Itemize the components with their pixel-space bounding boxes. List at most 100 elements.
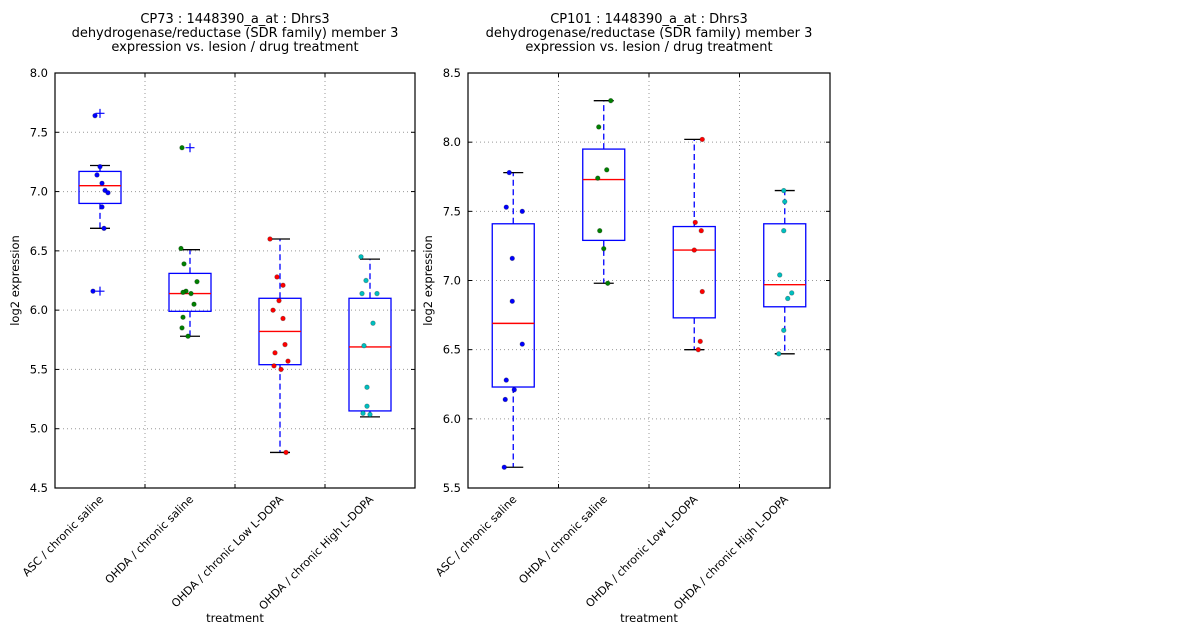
y-tick-label: 6.0 <box>30 303 48 317</box>
data-point <box>267 236 273 242</box>
box-group-2 <box>582 97 626 286</box>
x-axis-label: treatment <box>206 611 264 625</box>
box <box>763 223 807 308</box>
x-tick-label: OHDA / chronic saline <box>516 493 610 587</box>
data-point <box>101 225 107 232</box>
y-tick-label: 8.0 <box>443 135 461 149</box>
data-point <box>178 245 184 252</box>
data-point <box>698 227 704 234</box>
y-tick-label: 6.5 <box>30 244 48 258</box>
box-group-3 <box>258 236 302 456</box>
data-point <box>601 245 607 252</box>
data-point <box>270 307 276 313</box>
data-point <box>99 180 105 186</box>
data-point <box>503 204 509 210</box>
x-tick-label: ASC / chronic saline <box>20 493 106 579</box>
box-group-1 <box>78 108 122 296</box>
chart-title-line: CP101 : 1448390_a_at : Dhrs3 <box>550 12 748 27</box>
data-point <box>185 333 191 339</box>
data-point <box>699 136 705 143</box>
data-point <box>699 288 705 295</box>
data-point <box>509 255 515 262</box>
box-group-4 <box>763 187 807 357</box>
y-tick-label: 7.5 <box>30 125 48 139</box>
y-tick-label: 8.0 <box>30 66 48 80</box>
data-point <box>283 449 289 456</box>
data-point <box>370 320 376 326</box>
box <box>672 225 716 319</box>
data-point <box>285 358 291 364</box>
data-point <box>595 175 601 181</box>
data-point <box>695 346 701 353</box>
data-point <box>511 387 517 393</box>
data-point <box>596 124 602 130</box>
y-axis-label: log2 expression <box>421 235 435 326</box>
data-point <box>519 208 525 215</box>
y-tick-label: 5.5 <box>443 481 461 495</box>
data-point <box>785 295 791 302</box>
data-point <box>776 351 782 357</box>
data-point <box>697 338 703 345</box>
data-point <box>502 396 508 403</box>
data-point <box>367 411 373 418</box>
y-tick-label: 5.0 <box>30 422 48 436</box>
data-point <box>501 464 507 470</box>
data-point <box>271 363 277 369</box>
y-axis-label: log2 expression <box>8 235 22 326</box>
data-point <box>90 288 96 294</box>
data-point <box>597 227 603 234</box>
data-point <box>179 144 185 151</box>
data-point <box>777 272 783 278</box>
x-axis-label: treatment <box>620 611 678 625</box>
box-group-4 <box>348 254 392 418</box>
data-point <box>274 274 280 280</box>
data-point <box>359 290 365 297</box>
data-point <box>604 167 610 173</box>
box <box>168 272 212 312</box>
box <box>491 223 535 388</box>
box-group-2 <box>168 143 212 339</box>
x-tick-label: ASC / chronic saline <box>433 493 519 579</box>
data-point <box>181 261 187 267</box>
data-point <box>360 410 366 416</box>
data-point <box>519 341 525 347</box>
data-point <box>180 289 186 296</box>
chart-title-line: dehydrogenase/reductase (SDR family) mem… <box>486 26 813 41</box>
y-tick-label: 8.5 <box>443 66 461 80</box>
data-point <box>194 278 200 285</box>
chart-title-line: expression vs. lesion / drug treatment <box>525 40 772 55</box>
data-point <box>692 219 698 226</box>
flier-marker <box>185 143 195 153</box>
data-point <box>92 112 98 119</box>
data-point <box>94 172 100 178</box>
data-point <box>188 290 194 297</box>
data-point <box>691 247 697 253</box>
data-point <box>374 290 380 297</box>
box-group-3 <box>672 136 716 353</box>
data-point <box>191 301 197 307</box>
data-point <box>361 343 367 349</box>
data-point <box>278 366 284 373</box>
box-group-1 <box>491 169 535 470</box>
box <box>582 148 626 242</box>
data-point <box>506 169 512 176</box>
box <box>78 170 122 205</box>
data-point <box>782 198 788 205</box>
data-point <box>605 280 611 286</box>
y-tick-label: 7.0 <box>30 185 48 199</box>
flier-marker <box>95 108 105 118</box>
data-point <box>789 290 795 296</box>
data-point <box>99 204 105 210</box>
data-point <box>364 403 370 409</box>
y-tick-label: 4.5 <box>30 481 48 495</box>
data-point <box>179 325 185 331</box>
data-point <box>280 282 286 288</box>
data-point <box>503 377 509 383</box>
data-point <box>781 187 787 194</box>
x-tick-label: OHDA / chronic saline <box>103 493 197 587</box>
data-point <box>276 297 282 304</box>
